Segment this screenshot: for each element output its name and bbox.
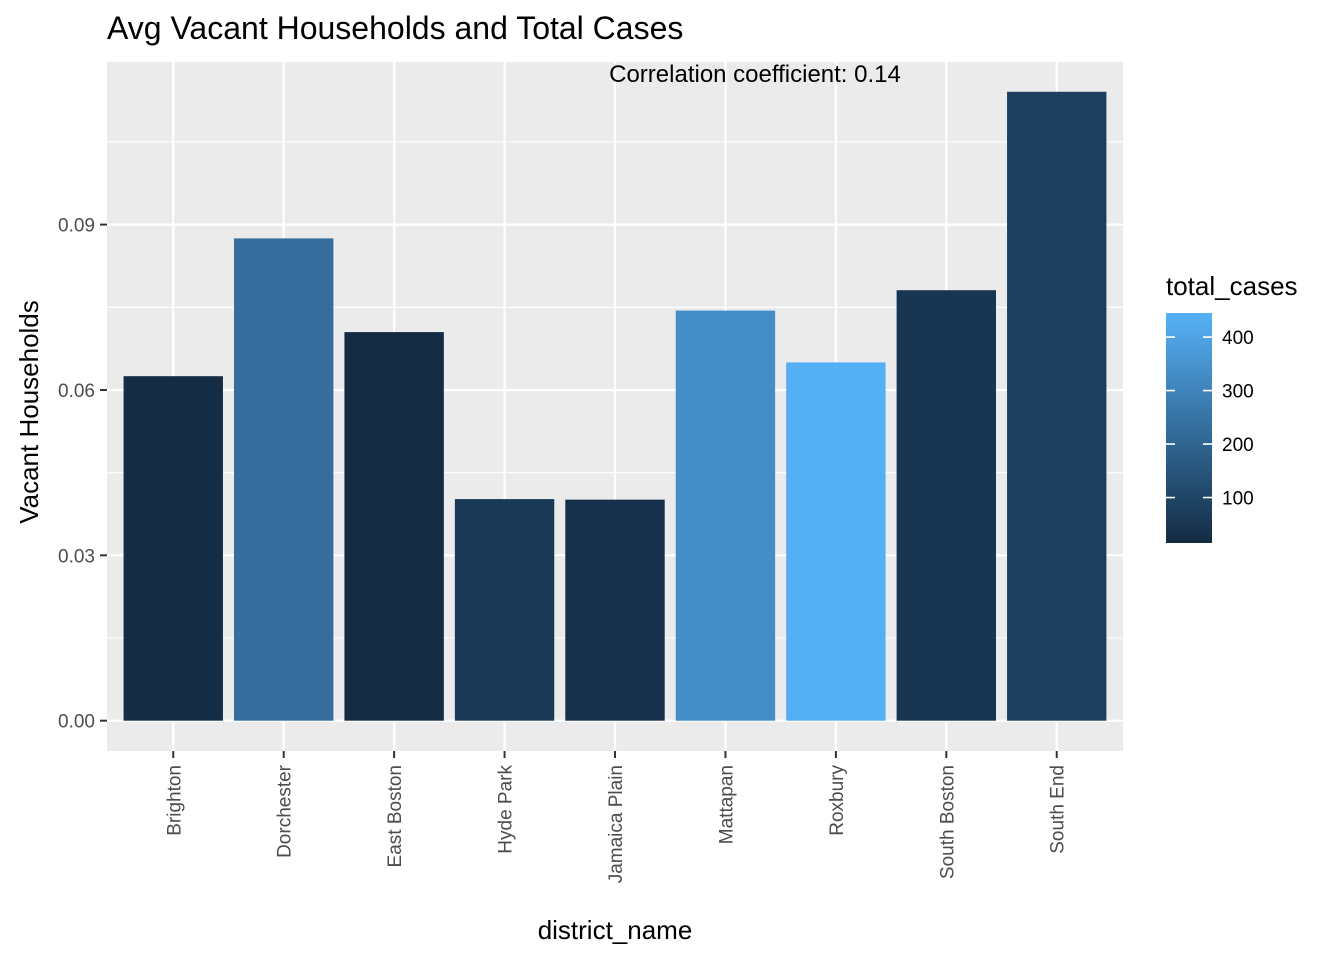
x-tick-label: Mattapan [716,765,737,844]
bar-brighton [123,376,223,721]
correlation-annotation: Correlation coefficient: 0.14 [609,61,901,88]
legend-tick-label: 300 [1222,382,1254,403]
x-tick-label: Brighton [164,765,185,836]
x-tick-label: Hyde Park [496,765,517,854]
legend-title: total_cases [1166,271,1298,301]
x-axis: Brighton Dorchester East Boston Hyde Park Ja… [164,751,1069,883]
y-axis: 0.00 0.03 0.06 0.09 [58,216,107,733]
bars [123,91,1107,721]
bar-roxbury [786,362,886,721]
legend-tick-label: 200 [1222,435,1254,456]
legend-tick-label: 400 [1222,328,1254,349]
bar-jamaica-plain [565,499,665,721]
bar-mattapan [675,310,776,721]
bar-south-boston [896,290,996,721]
legend-colorbar [1166,313,1212,543]
x-axis-title: district_name [538,915,693,945]
bar-east-boston [344,332,444,721]
bar-dorchester [234,238,334,721]
legend: total_cases 100 200 300 400 [1166,271,1298,543]
y-tick-label: 0.03 [58,546,95,567]
x-tick-label: Dorchester [275,764,296,858]
legend-tick-label: 100 [1222,489,1254,510]
y-tick-label: 0.00 [58,712,95,733]
bar-hyde-park [454,499,555,721]
x-tick-label: Roxbury [827,765,848,836]
y-axis-title: Vacant Households [14,300,44,524]
x-tick-label: East Boston [385,765,406,867]
chart-title: Avg Vacant Households and Total Cases [107,10,683,46]
x-tick-label: South Boston [937,765,958,879]
y-tick-label: 0.06 [58,381,95,402]
y-tick-label: 0.09 [58,216,95,237]
bar-south-end [1007,91,1107,721]
x-tick-label: Jamaica Plain [606,765,627,883]
x-tick-label: South End [1048,765,1069,854]
